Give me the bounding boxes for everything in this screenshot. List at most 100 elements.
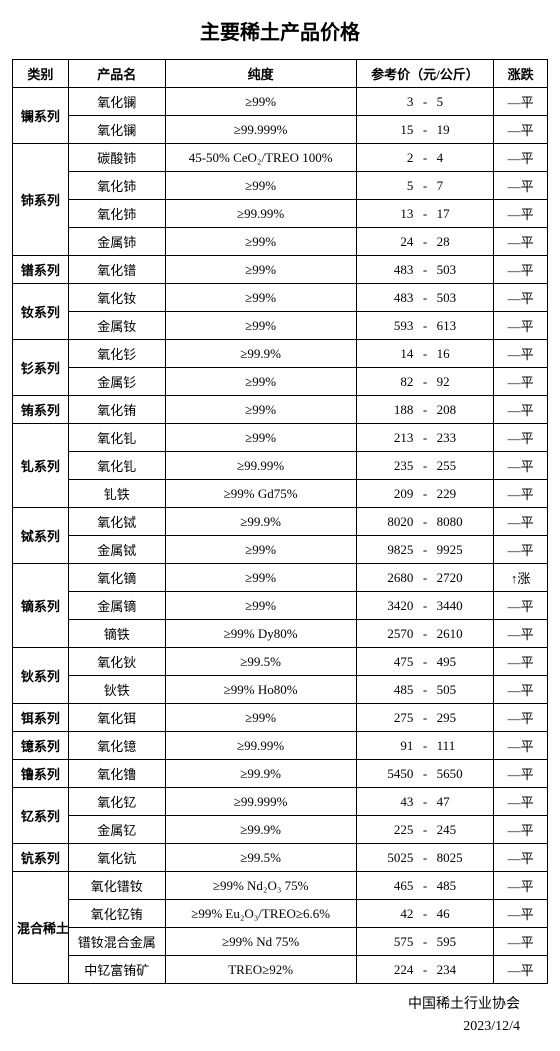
- col-category: 类别: [13, 60, 69, 88]
- price-high-cell: 9925: [435, 536, 494, 564]
- trend-cell: —平: [494, 172, 548, 200]
- price-low-cell: 82: [356, 368, 415, 396]
- price-high-cell: 19: [435, 116, 494, 144]
- purity-cell: ≥99% Nd₂O₃ 75%: [165, 872, 356, 900]
- purity-cell: ≥99%: [165, 536, 356, 564]
- col-trend: 涨跌: [494, 60, 548, 88]
- category-cell: 钆系列: [13, 424, 69, 508]
- table-row: 中钇富铕矿TREO≥92%224-234—平: [13, 956, 548, 984]
- price-dash: -: [415, 88, 434, 116]
- purity-cell: ≥99%: [165, 88, 356, 116]
- price-high-cell: 92: [435, 368, 494, 396]
- trend-cell: —平: [494, 844, 548, 872]
- product-cell: 氧化镨钕: [68, 872, 165, 900]
- price-dash: -: [415, 844, 434, 872]
- product-cell: 金属镝: [68, 592, 165, 620]
- category-cell: 镨系列: [13, 256, 69, 284]
- category-cell: 钇系列: [13, 788, 69, 844]
- table-row: 铽系列氧化铽≥99.9%8020-8080—平: [13, 508, 548, 536]
- product-cell: 中钇富铕矿: [68, 956, 165, 984]
- price-low-cell: 3: [356, 88, 415, 116]
- purity-cell: TREO≥92%: [165, 956, 356, 984]
- price-low-cell: 91: [356, 732, 415, 760]
- table-row: 金属钐≥99%82-92—平: [13, 368, 548, 396]
- price-dash: -: [415, 704, 434, 732]
- price-high-cell: 5650: [435, 760, 494, 788]
- price-dash: -: [415, 116, 434, 144]
- price-low-cell: 483: [356, 256, 415, 284]
- trend-cell: —平: [494, 396, 548, 424]
- col-purity: 纯度: [165, 60, 356, 88]
- purity-cell: 45-50% CeO₂/TREO 100%: [165, 144, 356, 172]
- table-row: 镱系列氧化镱≥99.99%91-111—平: [13, 732, 548, 760]
- price-dash: -: [415, 900, 434, 928]
- product-cell: 氧化镨: [68, 256, 165, 284]
- price-dash: -: [415, 816, 434, 844]
- purity-cell: ≥99% Nd 75%: [165, 928, 356, 956]
- purity-cell: ≥99.9%: [165, 760, 356, 788]
- purity-cell: ≥99%: [165, 396, 356, 424]
- price-dash: -: [415, 648, 434, 676]
- trend-cell: —平: [494, 200, 548, 228]
- price-dash: -: [415, 144, 434, 172]
- price-high-cell: 5: [435, 88, 494, 116]
- price-low-cell: 225: [356, 816, 415, 844]
- product-cell: 氧化钇: [68, 788, 165, 816]
- price-dash: -: [415, 256, 434, 284]
- product-cell: 金属铈: [68, 228, 165, 256]
- purity-cell: ≥99.99%: [165, 732, 356, 760]
- table-row: 钇系列氧化钇≥99.999%43-47—平: [13, 788, 548, 816]
- price-low-cell: 43: [356, 788, 415, 816]
- trend-cell: —平: [494, 144, 548, 172]
- product-cell: 碳酸铈: [68, 144, 165, 172]
- category-cell: 镧系列: [13, 88, 69, 144]
- trend-cell: —平: [494, 480, 548, 508]
- table-row: 钕系列氧化钕≥99%483-503—平: [13, 284, 548, 312]
- trend-cell: —平: [494, 536, 548, 564]
- purity-cell: ≥99.5%: [165, 648, 356, 676]
- price-dash: -: [415, 200, 434, 228]
- table-row: 钬系列氧化钬≥99.5%475-495—平: [13, 648, 548, 676]
- trend-cell: —平: [494, 368, 548, 396]
- footer-date: 2023/12/4: [12, 1016, 520, 1038]
- trend-cell: —平: [494, 816, 548, 844]
- table-row: 氧化钆≥99.99%235-255—平: [13, 452, 548, 480]
- table-row: 钆铁≥99% Gd75%209-229—平: [13, 480, 548, 508]
- price-high-cell: 595: [435, 928, 494, 956]
- price-high-cell: 8025: [435, 844, 494, 872]
- price-dash: -: [415, 592, 434, 620]
- price-high-cell: 47: [435, 788, 494, 816]
- trend-cell: —平: [494, 676, 548, 704]
- trend-cell: —平: [494, 340, 548, 368]
- price-low-cell: 24: [356, 228, 415, 256]
- category-cell: 镥系列: [13, 760, 69, 788]
- price-low-cell: 9825: [356, 536, 415, 564]
- trend-cell: —平: [494, 928, 548, 956]
- product-cell: 氧化钕: [68, 284, 165, 312]
- footer-org: 中国稀土行业协会: [12, 994, 520, 1016]
- price-low-cell: 3420: [356, 592, 415, 620]
- price-low-cell: 2570: [356, 620, 415, 648]
- category-cell: 铕系列: [13, 396, 69, 424]
- purity-cell: ≥99% Dy80%: [165, 620, 356, 648]
- product-cell: 氧化镥: [68, 760, 165, 788]
- price-dash: -: [415, 676, 434, 704]
- purity-cell: ≥99%: [165, 256, 356, 284]
- page-title: 主要稀土产品价格: [12, 16, 548, 45]
- price-dash: -: [415, 172, 434, 200]
- price-low-cell: 593: [356, 312, 415, 340]
- price-high-cell: 2720: [435, 564, 494, 592]
- product-cell: 氧化铈: [68, 200, 165, 228]
- table-row: 金属钇≥99.9%225-245—平: [13, 816, 548, 844]
- table-row: 混合稀土氧化镨钕≥99% Nd₂O₃ 75%465-485—平: [13, 872, 548, 900]
- price-high-cell: 495: [435, 648, 494, 676]
- price-high-cell: 255: [435, 452, 494, 480]
- price-dash: -: [415, 564, 434, 592]
- price-high-cell: 234: [435, 956, 494, 984]
- trend-cell: —平: [494, 424, 548, 452]
- price-low-cell: 213: [356, 424, 415, 452]
- table-row: 氧化镧≥99.999%15-19—平: [13, 116, 548, 144]
- table-row: 镨系列氧化镨≥99%483-503—平: [13, 256, 548, 284]
- purity-cell: ≥99%: [165, 284, 356, 312]
- trend-cell: —平: [494, 312, 548, 340]
